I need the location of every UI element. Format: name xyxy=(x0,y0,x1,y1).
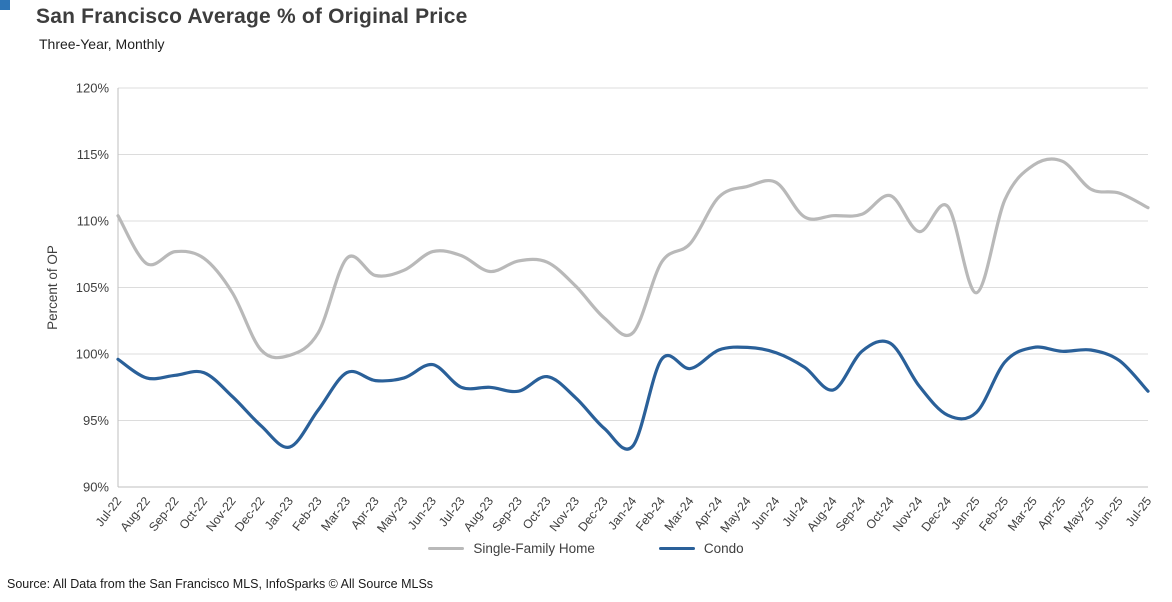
legend-label-single-family-home: Single-Family Home xyxy=(473,541,595,556)
legend-swatch-condo xyxy=(658,546,695,551)
chart-title: San Francisco Average % of Original Pric… xyxy=(36,5,468,28)
x-tick-label: Mar-23 xyxy=(318,494,353,533)
legend-item-single-family-home: Single-Family Home xyxy=(428,541,595,556)
legend-label-condo: Condo xyxy=(703,541,744,556)
y-tick-label: 115% xyxy=(77,147,110,162)
source-note: Source: All Data from the San Francisco … xyxy=(7,577,434,591)
legend: Single-Family Home Condo xyxy=(0,541,1172,556)
y-tick-label: 105% xyxy=(76,280,110,295)
x-tick-label: May-23 xyxy=(374,494,410,535)
x-tick-label: Dec-23 xyxy=(575,494,611,534)
x-tick-label: Feb-24 xyxy=(633,494,668,533)
y-tick-label: 120% xyxy=(76,81,110,96)
legend-swatch-single-family-home xyxy=(428,546,465,551)
x-tick-label: Mar-25 xyxy=(1005,494,1040,533)
x-tick-label: Dec-24 xyxy=(919,494,955,534)
y-tick-label: 100% xyxy=(76,347,110,362)
x-tick-label: Nov-24 xyxy=(890,494,926,534)
x-tick-label: Sep-24 xyxy=(833,494,869,534)
x-tick-label: Sep-22 xyxy=(146,494,182,534)
x-tick-label: Nov-23 xyxy=(547,494,583,534)
x-tick-label: Feb-25 xyxy=(976,494,1011,533)
chart-subtitle: Three-Year, Monthly xyxy=(39,36,165,52)
x-tick-label: Jun-25 xyxy=(1092,494,1126,532)
y-tick-label: 110% xyxy=(77,214,110,229)
x-tick-label: Aug-24 xyxy=(804,494,840,534)
y-axis-title: Percent of OP xyxy=(45,245,60,330)
y-tick-label: 90% xyxy=(83,480,109,495)
x-tick-label: Jun-24 xyxy=(748,494,782,532)
chart-canvas: 90%95%100%105%110%115%120%Jul-22Aug-22Se… xyxy=(45,81,1155,536)
x-tick-label: Aug-22 xyxy=(118,494,154,534)
x-tick-label: May-25 xyxy=(1061,494,1097,535)
x-tick-label: Feb-23 xyxy=(290,494,325,533)
x-tick-label: Sep-23 xyxy=(490,494,526,534)
x-tick-label: Aug-23 xyxy=(461,494,497,534)
x-tick-label: Jul-25 xyxy=(1123,494,1155,529)
x-tick-label: Mar-24 xyxy=(662,494,697,533)
x-tick-label: Nov-22 xyxy=(203,494,239,534)
series-line-condo xyxy=(116,339,1150,451)
x-tick-label: May-24 xyxy=(717,494,753,535)
series-line-single-family-home xyxy=(116,157,1150,360)
x-tick-label: Jun-23 xyxy=(405,494,439,532)
y-tick-label: 95% xyxy=(83,413,109,428)
accent-square xyxy=(0,0,10,10)
x-tick-label: Dec-22 xyxy=(232,494,268,534)
legend-item-condo: Condo xyxy=(658,541,744,556)
